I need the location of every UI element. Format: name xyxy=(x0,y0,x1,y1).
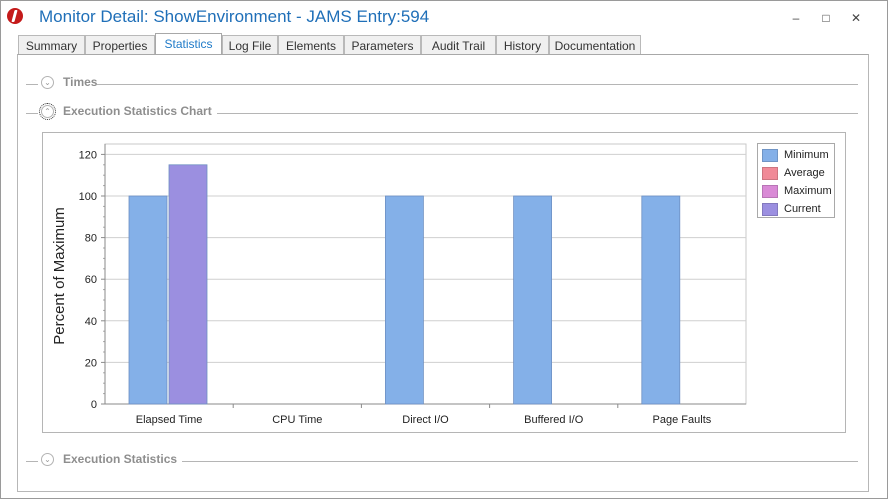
stats-group-label: Execution Statistics xyxy=(63,452,186,466)
chevron-down-circle-icon[interactable]: ⌄ xyxy=(41,76,54,89)
x-tick-label: Direct I/O xyxy=(402,414,449,426)
y-tick-label: 20 xyxy=(85,357,97,369)
legend-swatch-maximum xyxy=(762,185,778,198)
group-divider xyxy=(26,461,38,462)
legend-swatch-minimum xyxy=(762,149,778,162)
group-divider xyxy=(182,461,858,462)
legend-item-current: Current xyxy=(762,202,834,218)
times-group-label: Times xyxy=(63,75,106,89)
close-button[interactable]: ✕ xyxy=(850,11,862,25)
tab-history[interactable]: History xyxy=(496,35,549,55)
bar-minimum xyxy=(513,195,552,405)
x-tick-label: CPU Time xyxy=(272,414,322,426)
chevron-up-circle-icon[interactable]: ⌃ xyxy=(39,103,56,120)
chevron-down-circle-icon[interactable]: ⌄ xyxy=(41,453,54,466)
chart-legend: Minimum Average Maximum Current xyxy=(757,143,835,218)
y-tick-label: 100 xyxy=(79,191,97,203)
legend-label: Average xyxy=(784,167,825,179)
bar-minimum xyxy=(128,195,168,405)
tab-parameters[interactable]: Parameters xyxy=(344,35,421,55)
tab-summary[interactable]: Summary xyxy=(18,35,85,55)
x-tick-label: Buffered I/O xyxy=(524,414,584,426)
jams-logo-icon xyxy=(7,8,23,24)
legend-label: Minimum xyxy=(784,149,829,161)
x-tick-label: Elapsed Time xyxy=(136,414,203,426)
x-tick-label: Page Faults xyxy=(653,414,712,426)
window-title: Monitor Detail: ShowEnvironment - JAMS E… xyxy=(39,7,430,26)
legend-item-maximum: Maximum xyxy=(762,184,834,200)
stats-group-header[interactable]: ⌄ Execution Statistics xyxy=(24,451,860,471)
tab-log-file[interactable]: Log File xyxy=(222,35,278,55)
bar-minimum xyxy=(641,195,681,405)
tab-statistics[interactable]: Statistics xyxy=(155,33,222,56)
legend-label: Maximum xyxy=(784,185,832,197)
y-tick-label: 120 xyxy=(79,149,97,161)
title-bar: Monitor Detail: ShowEnvironment - JAMS E… xyxy=(1,1,887,34)
maximize-button[interactable]: □ xyxy=(822,11,830,25)
minimize-button[interactable]: – xyxy=(792,11,800,25)
y-axis-label: Percent of Maximum xyxy=(51,207,68,345)
tab-documentation[interactable]: Documentation xyxy=(549,35,641,55)
legend-item-average: Average xyxy=(762,166,834,182)
group-divider xyxy=(217,113,858,114)
legend-label: Current xyxy=(784,203,821,215)
chart-group-header[interactable]: ⌃ Execution Statistics Chart xyxy=(24,103,860,123)
y-tick-label: 60 xyxy=(85,274,97,286)
group-divider xyxy=(97,84,858,85)
legend-item-minimum: Minimum xyxy=(762,148,834,164)
tab-properties[interactable]: Properties xyxy=(85,35,155,55)
y-tick-label: 0 xyxy=(91,399,97,411)
tab-audit-trail[interactable]: Audit Trail xyxy=(421,35,496,55)
tab-elements[interactable]: Elements xyxy=(278,35,344,55)
group-divider xyxy=(26,113,38,114)
y-tick-label: 80 xyxy=(85,233,97,245)
plot-area xyxy=(104,143,747,405)
legend-swatch-average xyxy=(762,167,778,180)
y-tick-label: 40 xyxy=(85,316,97,328)
times-group-header[interactable]: ⌄ Times xyxy=(24,74,860,94)
legend-swatch-current xyxy=(762,203,778,216)
group-divider xyxy=(26,84,38,85)
bar-current xyxy=(168,164,208,405)
bar-minimum xyxy=(384,195,424,405)
chart-group-label: Execution Statistics Chart xyxy=(63,104,220,118)
